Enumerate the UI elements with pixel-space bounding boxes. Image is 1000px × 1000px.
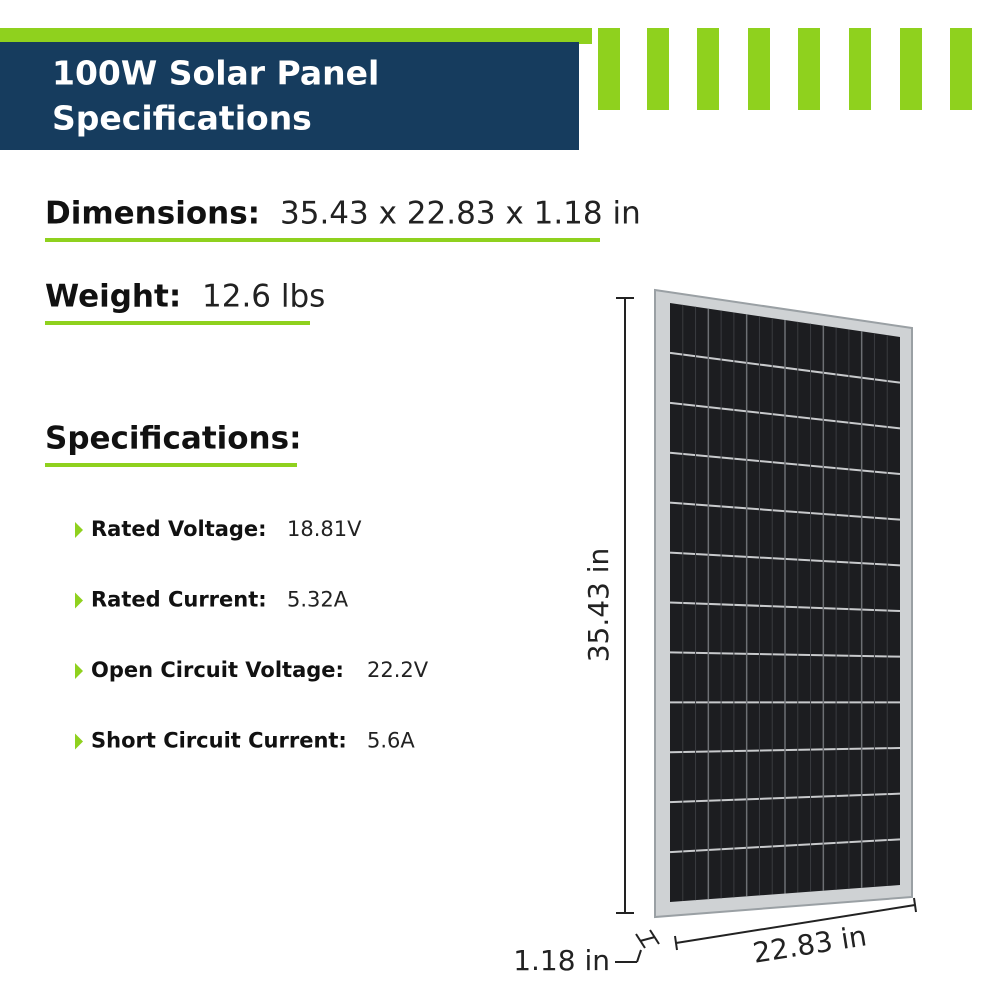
dimensions-label: Dimensions: <box>45 196 260 232</box>
bullet <box>75 663 83 679</box>
dimension-lines <box>615 297 917 963</box>
spec-value: 18.81V <box>287 517 362 541</box>
dimensions-value: 35.43 x 22.83 x 1.18 in <box>280 196 641 232</box>
height-label: 35.43 in <box>582 548 615 663</box>
width-label: 22.83 in <box>751 919 869 970</box>
spec-label: Rated Current: <box>91 588 267 612</box>
bullet <box>75 522 83 538</box>
solar-panel <box>654 288 913 919</box>
spec-value: 5.32A <box>287 588 349 612</box>
header-box <box>0 42 579 150</box>
bullet <box>75 733 83 750</box>
spec-heading: Specifications: <box>45 421 301 457</box>
spec-value: 22.2V <box>367 658 429 682</box>
underline <box>45 321 310 325</box>
spec-list: Rated Voltage: 18.81V Rated Current: 5.32A O… <box>75 517 429 753</box>
title: Specifications <box>52 99 312 138</box>
bullet <box>75 592 83 609</box>
spec-label: Open Circuit Voltage: <box>91 658 344 682</box>
weight-value: 12.6 lbs <box>202 279 325 315</box>
depth-label: 1.18 in <box>513 944 610 977</box>
stripes <box>598 28 972 110</box>
underline <box>45 238 600 242</box>
spec-value: 5.6A <box>367 729 415 753</box>
underline <box>45 463 297 467</box>
title: 100W Solar Panel <box>52 54 379 93</box>
weight-label: Weight: <box>45 279 181 315</box>
spec-label: Short Circuit Current: <box>91 729 347 753</box>
green-band <box>0 28 592 44</box>
spec-label: Rated Voltage: <box>91 517 267 541</box>
